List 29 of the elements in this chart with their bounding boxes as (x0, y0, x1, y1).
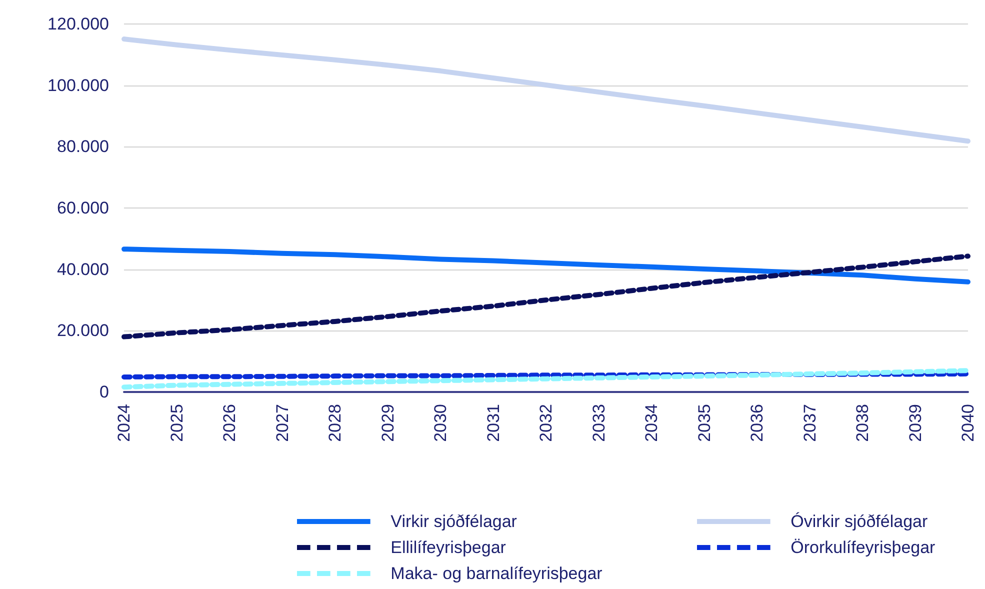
legend-label: Virkir sjóðfélagar (390, 512, 518, 531)
x-tick-label: 2028 (326, 404, 344, 442)
x-tick-label: 2034 (642, 404, 661, 442)
legend-label: Maka- og barnalífeyrisþegar (390, 564, 603, 583)
x-tick-label: 2036 (748, 404, 766, 442)
x-tick-label: 2033 (589, 404, 608, 442)
x-tick-label: 2032 (536, 404, 556, 442)
x-tick-label: 2026 (220, 404, 239, 442)
x-tick-label: 2037 (800, 404, 820, 442)
x-tick-label: 2039 (906, 404, 925, 442)
x-tick-label: 2027 (272, 404, 292, 442)
x-tick-label: 2025 (167, 404, 186, 442)
y-tick-label: 0 (100, 382, 109, 402)
y-tick-label: 120.000 (48, 14, 109, 34)
y-tick-label: 20.000 (57, 321, 109, 340)
x-tick-label: 2040 (958, 404, 978, 442)
x-tick-label: 2035 (694, 404, 714, 442)
x-tick-label: 2030 (431, 404, 450, 442)
y-tick-label: 60.000 (57, 198, 109, 218)
x-tick-label: 2031 (484, 404, 503, 442)
x-tick-label: 2029 (378, 404, 398, 442)
legend-label: Örorkulífeyrisþegar (790, 538, 936, 557)
legend-label: Ellilífeyrisþegar (390, 538, 506, 557)
x-tick-label: 2024 (114, 404, 134, 442)
y-tick-label: 80.000 (57, 137, 109, 156)
x-tick-label: 2038 (853, 404, 872, 442)
legend-label: Óvirkir sjóðfélagar (790, 512, 928, 531)
y-tick-label: 100.000 (48, 76, 109, 95)
y-tick-label: 40.000 (57, 260, 109, 279)
